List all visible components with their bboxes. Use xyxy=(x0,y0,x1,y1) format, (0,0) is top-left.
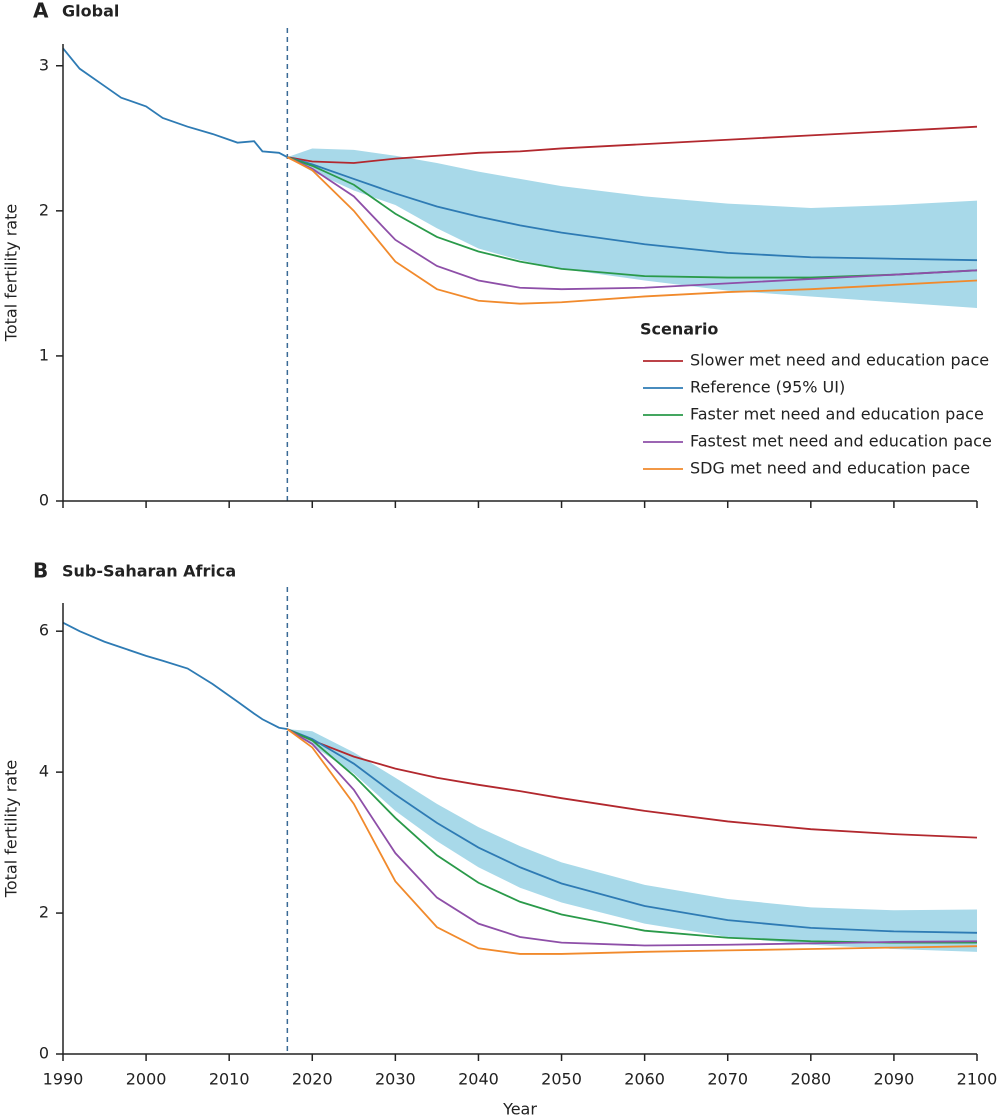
y-tick-label: 6 xyxy=(39,621,49,640)
y-tick-label: 0 xyxy=(39,491,49,510)
x-tick-label: 2050 xyxy=(541,1070,582,1089)
uncertainty-band xyxy=(287,729,977,952)
series-line xyxy=(286,728,978,947)
series-line xyxy=(286,728,978,955)
panel-tag: B xyxy=(33,559,48,583)
panel-tag: A xyxy=(33,0,49,23)
x-tick-label: 2070 xyxy=(707,1070,748,1089)
legend-label: Fastest met need and education pace xyxy=(690,432,992,451)
series-line xyxy=(286,728,978,839)
x-tick-label: 2020 xyxy=(292,1070,333,1089)
series-line xyxy=(62,621,978,934)
series-line xyxy=(286,156,978,291)
y-axis-label: Total fertility rate xyxy=(2,760,21,898)
y-tick-label: 2 xyxy=(39,903,49,922)
x-tick-label: 2000 xyxy=(126,1070,167,1089)
x-axis-label: Year xyxy=(502,1100,537,1119)
series-line xyxy=(287,125,978,164)
uncertainty-band xyxy=(287,148,977,309)
series-line xyxy=(286,728,977,944)
legend-label: Reference (95% UI) xyxy=(690,378,845,397)
panel-title: Sub-Saharan Africa xyxy=(62,562,236,581)
panel-title: Global xyxy=(62,2,119,21)
y-tick-label: 0 xyxy=(39,1044,49,1063)
x-tick-label: 2100 xyxy=(957,1070,998,1089)
legend-title: Scenario xyxy=(640,320,718,339)
x-tick-label: 2060 xyxy=(624,1070,665,1089)
y-tick-label: 2 xyxy=(39,200,49,219)
legend-label: SDG met need and education pace xyxy=(690,459,970,478)
series-line xyxy=(287,156,978,279)
series-line xyxy=(286,156,978,305)
legend-label: Slower met need and education pace xyxy=(690,351,989,370)
x-tick-label: 2090 xyxy=(874,1070,915,1089)
series-line xyxy=(62,47,978,262)
y-tick-label: 4 xyxy=(39,762,49,781)
x-tick-label: 2010 xyxy=(209,1070,250,1089)
legend-label: Faster met need and education pace xyxy=(690,405,984,424)
y-tick-label: 1 xyxy=(39,345,49,364)
x-tick-label: 1990 xyxy=(43,1070,84,1089)
y-tick-label: 3 xyxy=(39,55,49,74)
x-tick-label: 2040 xyxy=(458,1070,499,1089)
x-tick-label: 2030 xyxy=(375,1070,416,1089)
x-tick-label: 2080 xyxy=(790,1070,831,1089)
y-axis-label: Total fertility rate xyxy=(2,204,21,342)
